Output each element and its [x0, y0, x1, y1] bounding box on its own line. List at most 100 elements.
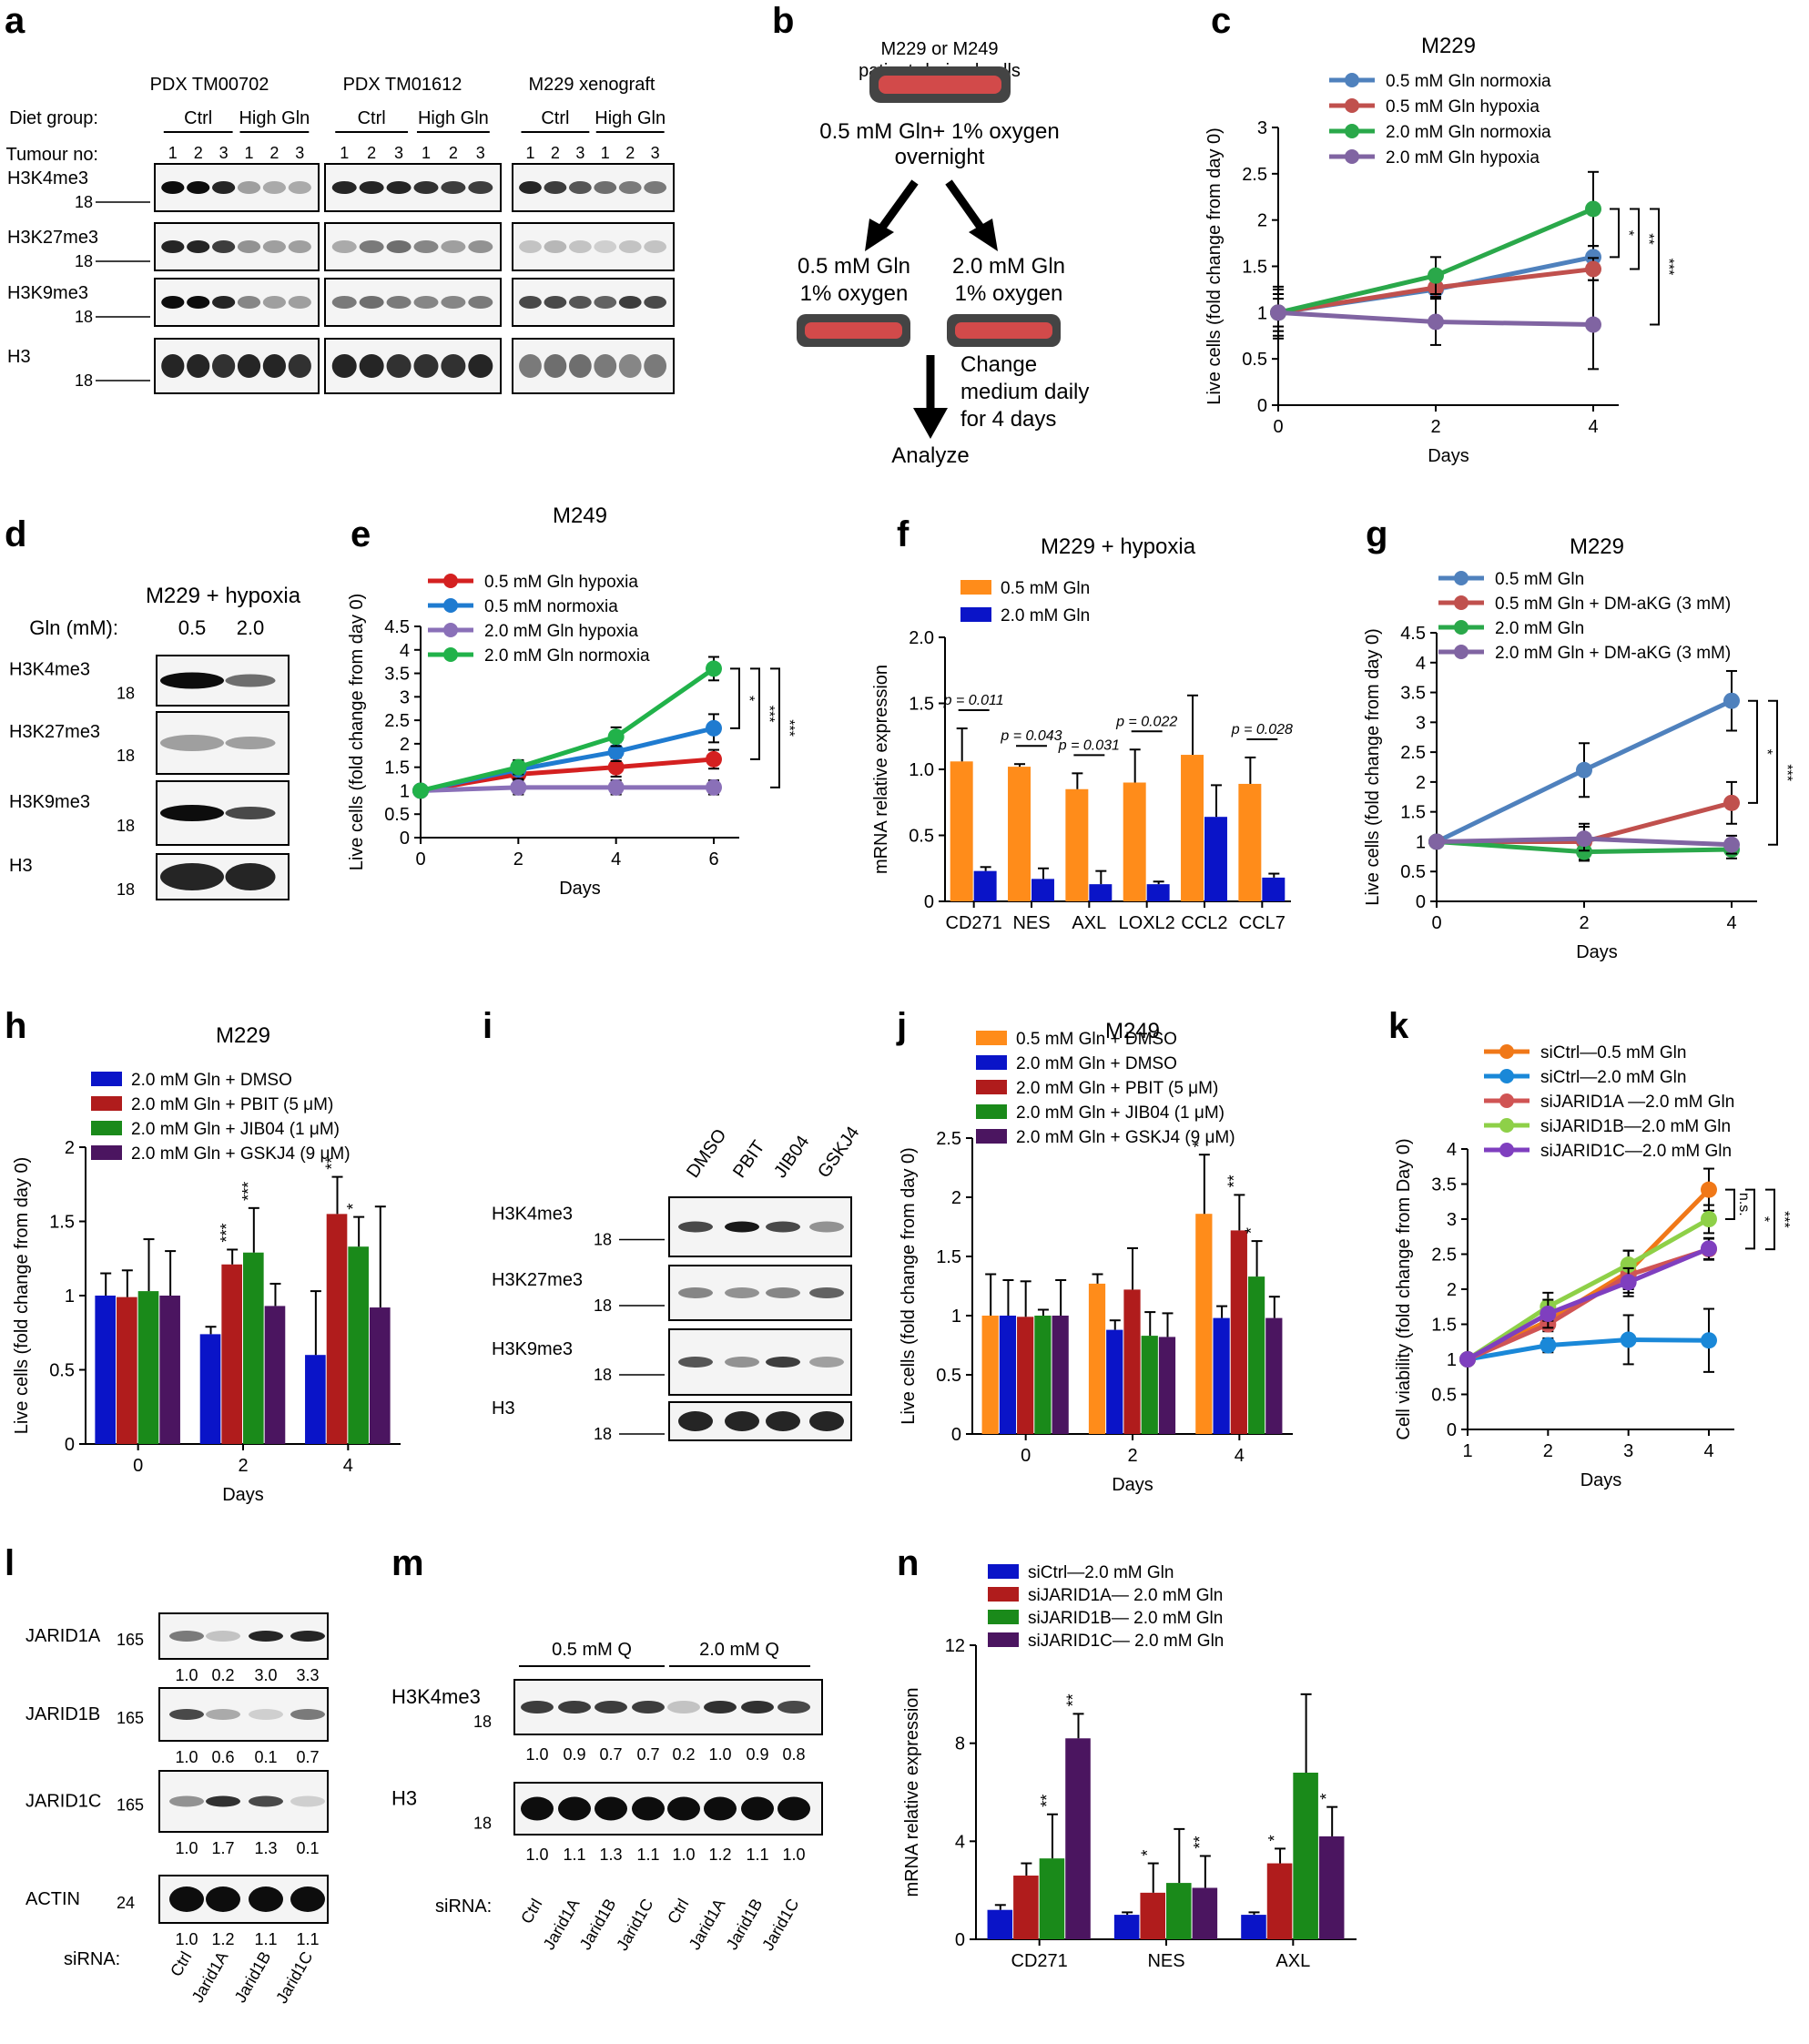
band-quant: 1.0 [708, 1745, 731, 1764]
legend-marker [443, 574, 458, 588]
data-point [1428, 267, 1444, 284]
mw-marker: 18 [594, 1425, 612, 1443]
blot-membrane [156, 711, 290, 775]
legend-label: 2.0 mM Gln + JIB04 (1 μM) [1016, 1103, 1225, 1123]
data-point [1540, 1337, 1557, 1354]
panel-label-a: a [5, 1, 25, 41]
legend-swatch [988, 1564, 1019, 1579]
legend-marker [1499, 1093, 1514, 1108]
legend-label: 2.0 mM Gln hypoxia [484, 622, 638, 641]
band [249, 1631, 283, 1642]
band [331, 354, 357, 378]
x-tick-label: 6 [708, 849, 718, 869]
bar [326, 1214, 348, 1444]
y-tick-label: 0.5 [49, 1361, 75, 1381]
y-tick-label: 3 [1447, 1210, 1457, 1230]
y-tick-label: 0 [65, 1435, 75, 1455]
legend-label: 2.0 mM Gln + PBIT (5 μM) [131, 1095, 333, 1114]
y-axis-label: Cell viability (fold change from Day 0) [1394, 1138, 1414, 1439]
y-tick-label: 0.5 [936, 1366, 961, 1386]
cond-label: 0.5 mM Q [552, 1640, 632, 1660]
band [558, 1701, 591, 1714]
significance-label: * [1190, 1141, 1208, 1147]
blot-group-2: PDX TM01612 [343, 75, 462, 95]
chart-c: 0 0.5 1 1.5 2 2.5 3 Live cells (fold change fro… [1204, 1, 1676, 466]
chart-e: 0 0.5 1 1.5 2 2.5 33.5 4 4.5 Live cells (fold cha… [347, 503, 797, 899]
tumour-number: 1 [422, 144, 431, 162]
blot-membrane [158, 1770, 329, 1833]
bar [987, 1909, 1013, 1939]
y-tick-label: 3 [400, 687, 410, 707]
legend-swatch [988, 1587, 1019, 1602]
b-left-cond: 0.5 mM Gln [798, 254, 910, 279]
mw-marker: 18 [473, 1713, 492, 1731]
band-quant: 1.3 [599, 1846, 622, 1864]
band [725, 1221, 759, 1233]
bar [1204, 817, 1227, 901]
b-top-text: M229 or M249 [881, 39, 999, 59]
y-tick-label: 2 [400, 735, 410, 755]
band-quant: 1.0 [525, 1846, 548, 1864]
band [160, 672, 224, 689]
significance-bracket [1768, 699, 1778, 846]
data-point [607, 778, 625, 796]
band-quant: 0.1 [296, 1839, 319, 1857]
legend-label: 0.5 mM Gln + DM-aKG (3 mM) [1495, 595, 1731, 614]
mw-marker: 165 [117, 1631, 144, 1649]
band [359, 354, 384, 378]
bar [1293, 1772, 1318, 1939]
tumour-number: 2 [269, 144, 279, 162]
significance-bracket [1630, 208, 1640, 270]
band [161, 181, 185, 194]
bar [1141, 1336, 1158, 1434]
mw-marker: 18 [473, 1815, 492, 1833]
band [169, 1631, 204, 1642]
band [262, 181, 286, 194]
bar [1146, 884, 1170, 901]
panel-a: a PDX TM00702 PDX TM01612 M229 xenograft… [5, 1, 675, 394]
band [169, 1795, 204, 1807]
blot-membrane [324, 222, 502, 271]
legend-label: 2.0 mM Gln + DMSO [131, 1071, 292, 1090]
significance-label: *** [239, 1182, 258, 1201]
bar [1008, 767, 1031, 901]
blot-label: H3 [391, 1787, 417, 1810]
y-tick-label: 1.5 [936, 1247, 961, 1267]
legend-label: 0.5 mM Gln [1001, 579, 1090, 598]
band [766, 1221, 800, 1233]
y-tick-label: 0 [951, 1425, 961, 1445]
band [618, 296, 642, 309]
band [595, 1796, 627, 1821]
band [521, 1796, 554, 1821]
x-tick-label: 2 [513, 849, 523, 869]
bar [117, 1297, 137, 1444]
x-tick-label: 4 [343, 1456, 353, 1476]
band [678, 1287, 713, 1298]
y-tick-label: 0.5 [909, 827, 934, 847]
band [331, 296, 357, 309]
band [237, 240, 261, 253]
x-axis-label: Days [1576, 942, 1618, 962]
band [249, 1709, 283, 1720]
band-quant: 0.9 [563, 1745, 585, 1764]
bar [348, 1246, 369, 1444]
band [249, 1795, 283, 1807]
band [468, 354, 493, 378]
y-tick-label: 2.5 [1431, 1246, 1457, 1266]
data-point [1270, 304, 1286, 321]
band [160, 805, 224, 821]
y-tick-label: 2 [65, 1138, 75, 1158]
legend-swatch [988, 1610, 1019, 1624]
y-tick-label: 2.5 [936, 1129, 961, 1149]
band [413, 296, 439, 309]
series-line [1466, 1216, 1711, 1362]
y-tick-label: 3.5 [1431, 1175, 1457, 1195]
band-quant: 1.3 [254, 1839, 277, 1857]
bar [1265, 1317, 1283, 1434]
band-quant: 1.0 [175, 1839, 198, 1857]
y-tick-label: 8 [955, 1734, 965, 1754]
band [544, 354, 567, 378]
bar [1213, 1317, 1230, 1434]
